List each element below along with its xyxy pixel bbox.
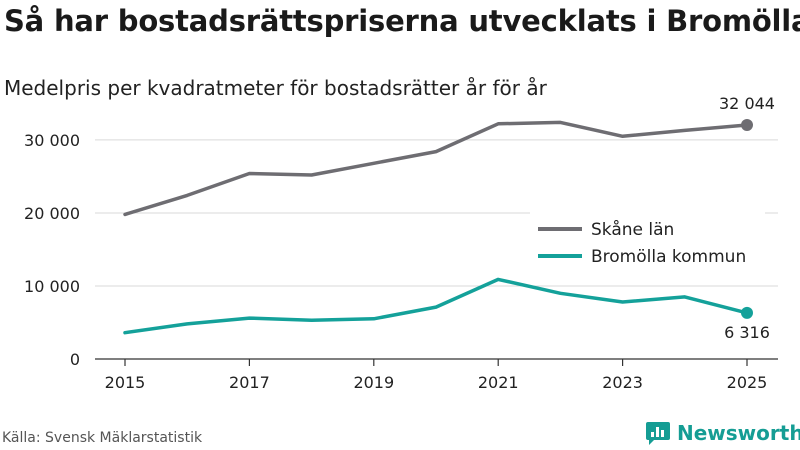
- x-tick-label: 2019: [353, 373, 394, 392]
- chart-subtitle: Medelpris per kvadratmeter för bostadsrä…: [4, 76, 547, 100]
- series-end-label: 32 044: [719, 94, 775, 113]
- legend-background: [530, 210, 765, 274]
- legend-label: Skåne län: [591, 219, 674, 240]
- x-tick-label: 2017: [229, 373, 270, 392]
- source-note: Källa: Svensk Mäklarstatistik: [2, 430, 203, 446]
- series-line: [123, 277, 749, 335]
- series: [123, 118, 753, 335]
- legend: Skåne län Bromölla kommun: [530, 210, 765, 274]
- newsworthy-logo-icon: [646, 422, 670, 445]
- series-end-label: 6 316: [724, 323, 770, 342]
- y-tick-label: 30 000: [24, 131, 80, 150]
- x-tick-label: 2015: [105, 373, 146, 392]
- newsworthy-logo: Newsworthy: [645, 420, 800, 446]
- series-line: [123, 120, 749, 217]
- series-end-point: [741, 118, 753, 131]
- x-tick-label: 2021: [478, 373, 519, 392]
- chart-title: Så har bostadsrättspriserna utvecklats i…: [4, 4, 800, 38]
- axes: 0 10 000 20 000 30 000 2015 2017 2019 2021 2023 2…: [24, 131, 778, 392]
- brand-name: Newsworthy: [677, 421, 800, 445]
- legend-label: Bromölla kommun: [591, 247, 746, 267]
- y-tick-label: 0: [70, 350, 80, 369]
- y-tick-label: 10 000: [24, 277, 80, 296]
- data-labels: 32 044 6 316: [719, 94, 775, 342]
- series-end-point: [741, 306, 753, 319]
- x-tick-label: 2023: [602, 373, 643, 392]
- x-tick-label: 2025: [727, 373, 768, 392]
- y-tick-label: 20 000: [24, 204, 80, 223]
